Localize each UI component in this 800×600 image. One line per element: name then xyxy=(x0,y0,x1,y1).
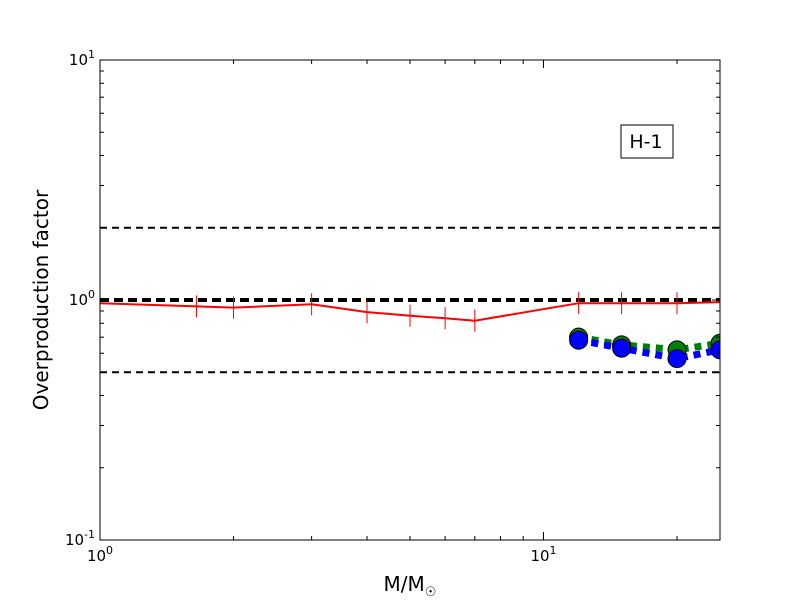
annotation-label: H-1 xyxy=(629,131,662,153)
series-line-1 xyxy=(577,333,720,354)
series-line-2 xyxy=(577,336,720,363)
y-axis-label: Overproduction factor xyxy=(29,189,53,410)
series-2-point xyxy=(667,349,687,369)
y-tick-label: 100 xyxy=(69,288,95,309)
plot-frame xyxy=(99,59,721,541)
reference-lines xyxy=(100,226,720,374)
series-2-point xyxy=(569,330,589,350)
y-tick-label: 101 xyxy=(69,48,95,69)
x-tick-label: 100 xyxy=(87,544,113,565)
series-2-point xyxy=(710,340,720,360)
annotation-box: H-1 xyxy=(620,124,674,159)
y-tick-label: 10-1 xyxy=(65,528,95,549)
data-series xyxy=(100,291,720,369)
x-axis-label-subscript: ☉ xyxy=(425,585,437,600)
series-line-0 xyxy=(100,301,720,322)
series-2-point xyxy=(612,338,632,358)
x-tick-label: 101 xyxy=(530,544,556,565)
x-axis-label-main: M/M xyxy=(384,572,425,596)
x-axis-label: M/M☉ xyxy=(384,572,437,600)
